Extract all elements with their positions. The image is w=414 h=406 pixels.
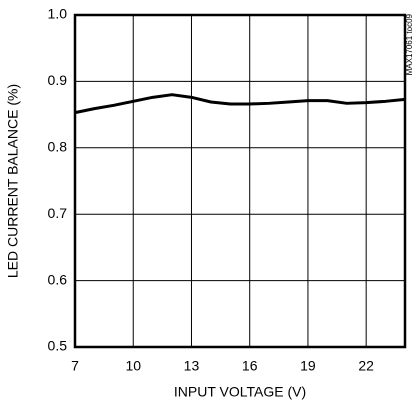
x-axis-label: INPUT VOLTAGE (V) [174, 384, 306, 400]
x-tick-label: 7 [71, 358, 79, 374]
plot-frame [73, 13, 407, 349]
y-tick-label: 0.6 [48, 271, 68, 287]
y-tick-label: 0.9 [48, 72, 68, 88]
x-tick-label: 19 [300, 358, 316, 374]
y-tick-label: 0.5 [48, 338, 68, 354]
x-tick-label: 13 [184, 358, 200, 374]
annotation: MAX17061 toc09 [405, 13, 414, 75]
x-tick-label: 16 [242, 358, 258, 374]
y-tick-label: 0.8 [48, 139, 68, 155]
y-axis-label: LED CURRENT BALANCE (%) [5, 84, 21, 278]
y-tick-label: 0.7 [48, 205, 68, 221]
x-tick-label: 22 [358, 358, 374, 374]
y-tick-label: 1.0 [48, 6, 68, 22]
data-line [74, 93, 406, 115]
x-tick-label: 10 [125, 358, 141, 374]
